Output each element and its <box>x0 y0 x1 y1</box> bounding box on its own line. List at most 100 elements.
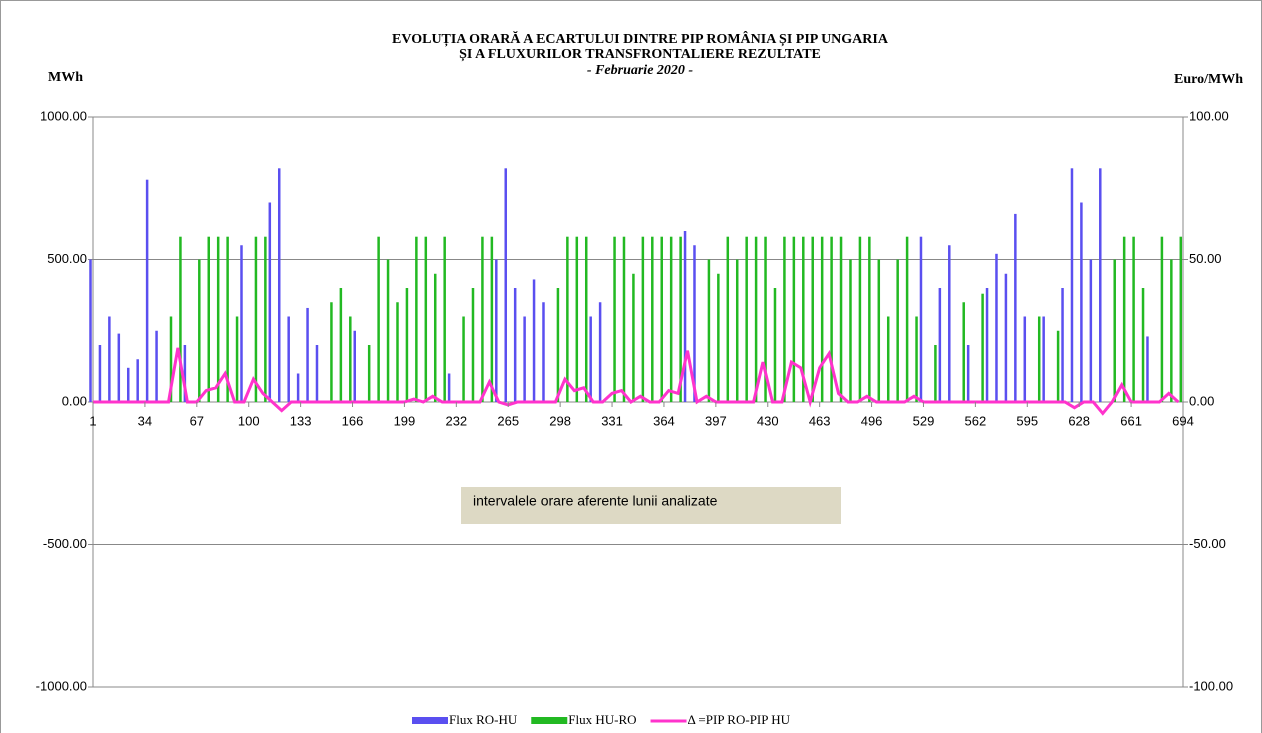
bar <box>886 316 890 402</box>
bar <box>1037 316 1041 402</box>
bar <box>179 236 182 402</box>
bar <box>669 236 673 402</box>
bar <box>1023 316 1027 402</box>
bar <box>830 236 833 402</box>
bar <box>108 316 111 402</box>
bar <box>481 236 484 402</box>
bar <box>198 259 201 402</box>
bar <box>995 253 998 402</box>
legend-label: Flux HU-RO <box>568 712 636 727</box>
bar <box>820 236 824 402</box>
bar <box>1004 273 1008 402</box>
bar <box>490 236 494 402</box>
bar <box>306 307 309 402</box>
x-tick-label: 67 <box>190 413 204 428</box>
bar <box>377 236 380 402</box>
bar <box>915 316 918 402</box>
bar <box>1160 236 1164 402</box>
bar <box>315 345 319 402</box>
y2-tick-label: -50.00 <box>1189 536 1226 551</box>
x-tick-label: 496 <box>861 413 883 428</box>
x-tick-label: 364 <box>653 413 675 428</box>
bar <box>89 259 92 402</box>
bar <box>1089 259 1093 402</box>
bar <box>424 236 428 402</box>
bar <box>948 245 951 402</box>
x-tick-label: 595 <box>1016 413 1038 428</box>
line <box>93 347 1180 416</box>
bar <box>447 373 451 402</box>
x-tick-label: 397 <box>705 413 727 428</box>
y-tick-label: 0.00 <box>62 393 87 408</box>
bar <box>660 236 663 402</box>
x-tick-label: 199 <box>394 413 416 428</box>
x-tick-label: 694 <box>1172 413 1194 428</box>
bar <box>966 345 970 402</box>
x-tick-label: 265 <box>497 413 519 428</box>
x-tick-label: 463 <box>809 413 831 428</box>
bar <box>773 288 777 402</box>
x-tick-label: 232 <box>445 413 467 428</box>
y2-tick-label: 100.00 <box>1189 108 1229 123</box>
x-tick-label: 331 <box>601 413 623 428</box>
bar <box>532 279 536 402</box>
y2-tick-label: -100.00 <box>1189 678 1233 693</box>
bar <box>962 302 965 402</box>
bar <box>1122 236 1126 402</box>
x-tick-label: 1 <box>89 413 96 428</box>
y-tick-label: 1000.00 <box>40 108 87 123</box>
bar <box>296 373 300 402</box>
x-tick-label: 133 <box>290 413 312 428</box>
bar <box>169 316 173 402</box>
chart-title: ȘI A FLUXURILOR TRANSFRONTALIERE REZULTA… <box>459 47 821 62</box>
bar <box>745 236 748 402</box>
bar <box>598 302 602 402</box>
bar <box>443 236 446 402</box>
bar <box>353 330 356 402</box>
bar <box>641 236 645 402</box>
bar <box>938 288 942 402</box>
x-tick-label: 34 <box>138 413 152 428</box>
bar <box>717 273 720 402</box>
bar <box>679 236 682 402</box>
y-tick-label: 500.00 <box>47 251 87 266</box>
bar <box>386 259 390 402</box>
bar <box>145 179 149 402</box>
x-tick-label: 661 <box>1120 413 1142 428</box>
bar <box>471 288 475 402</box>
bar <box>1014 213 1017 402</box>
bar <box>349 316 352 402</box>
x-tick-label: 100 <box>238 413 260 428</box>
bar <box>235 316 239 402</box>
bar <box>433 273 437 402</box>
x-tick-label: 529 <box>913 413 935 428</box>
bar <box>542 302 545 402</box>
bar <box>985 288 989 402</box>
bar <box>268 202 272 402</box>
bar <box>566 236 569 402</box>
bar <box>462 316 465 402</box>
bar <box>726 236 730 402</box>
x-tick-label: 430 <box>757 413 779 428</box>
bar <box>287 316 290 402</box>
bar <box>1080 202 1083 402</box>
bar <box>868 236 871 402</box>
bar <box>1141 288 1145 402</box>
bar <box>896 259 899 402</box>
bar <box>330 302 333 402</box>
annotation-box <box>461 487 841 524</box>
bar <box>764 236 767 402</box>
bar <box>264 236 267 402</box>
bar <box>277 168 281 402</box>
bar <box>877 259 881 402</box>
bar <box>919 236 923 402</box>
bar <box>584 236 588 402</box>
bar <box>98 345 102 402</box>
y2-tick-label: 0.00 <box>1189 393 1214 408</box>
bar <box>155 330 158 402</box>
bar <box>934 345 937 402</box>
y-tick-label: -500.00 <box>43 536 87 551</box>
bar <box>136 359 139 402</box>
bar <box>396 302 399 402</box>
